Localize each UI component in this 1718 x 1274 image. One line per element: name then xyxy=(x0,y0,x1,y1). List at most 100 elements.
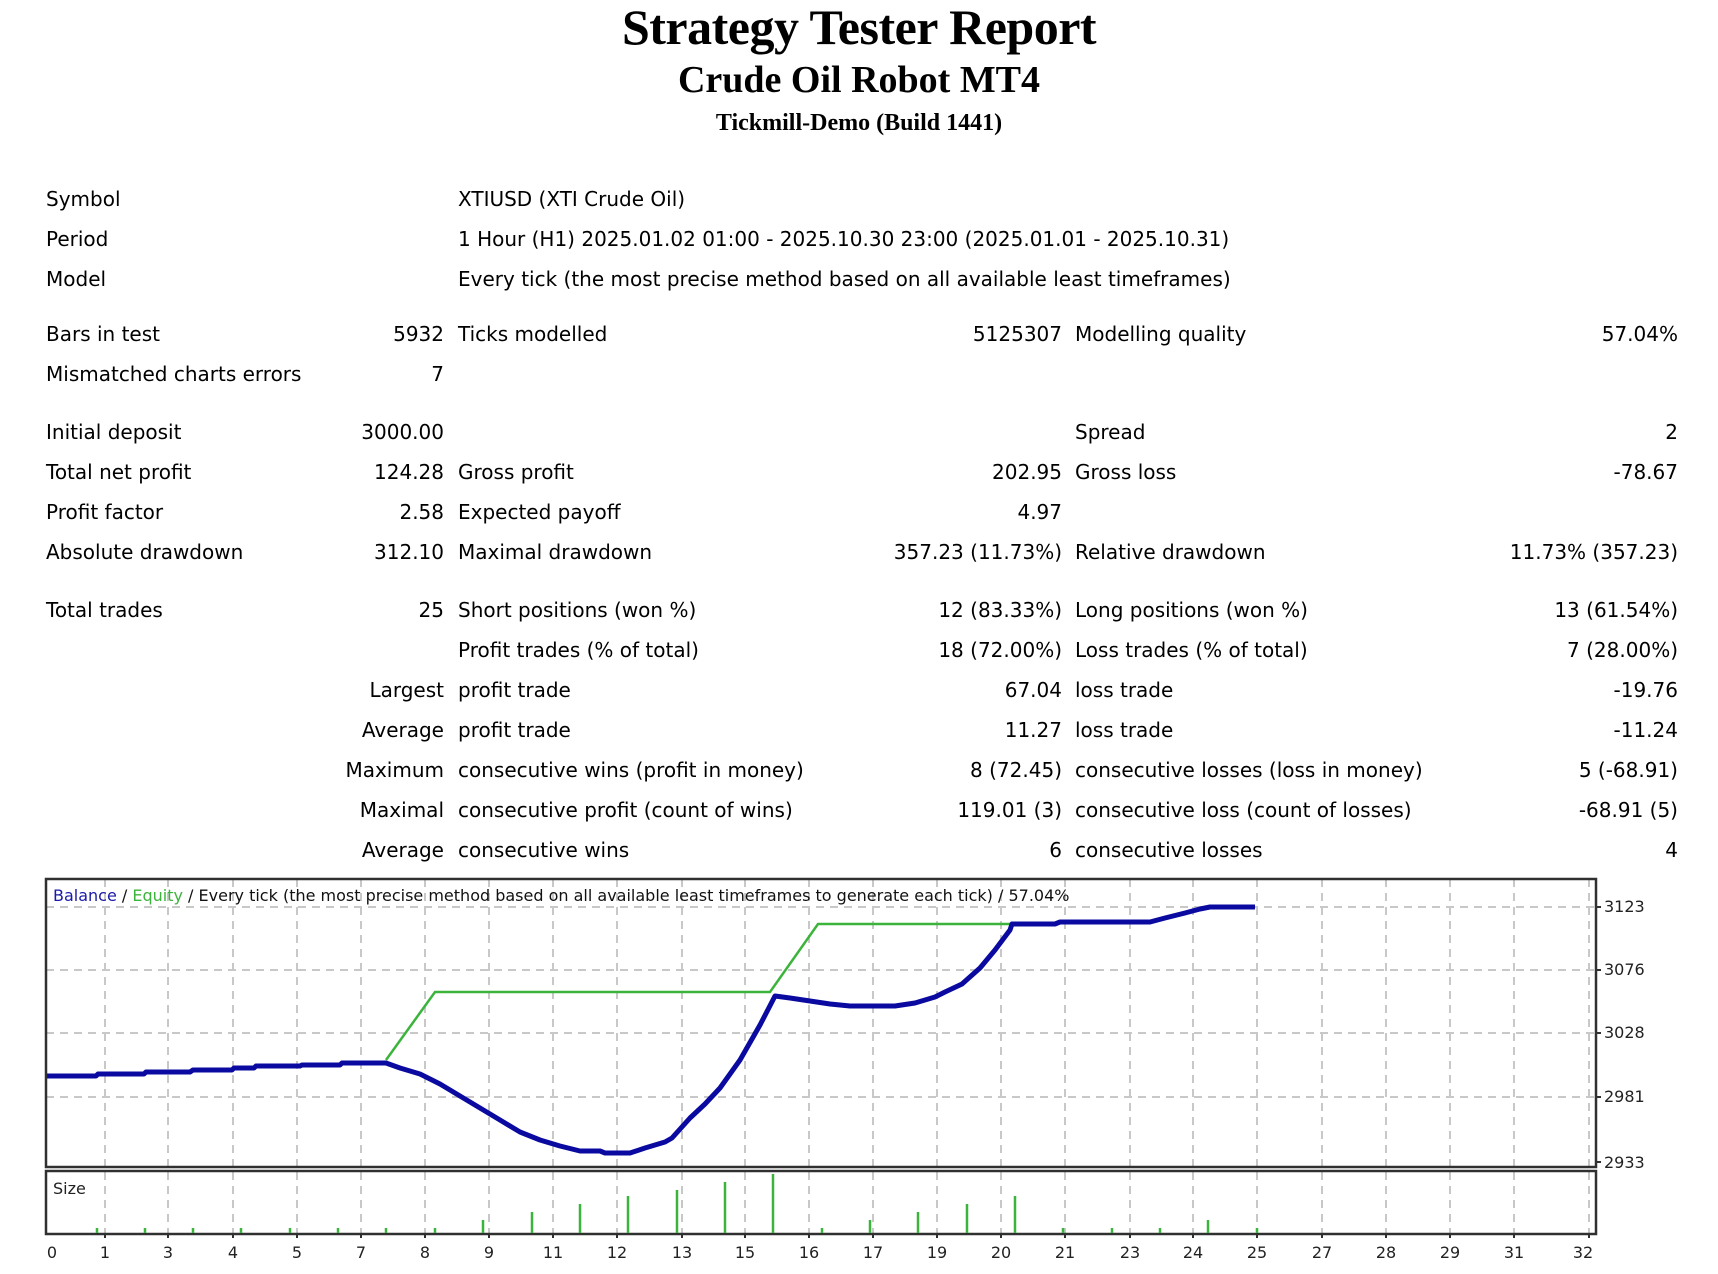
expected-payoff-value: 4.97 xyxy=(1017,500,1062,524)
net-profit-value: 124.28 xyxy=(374,460,444,484)
ticks-label: Ticks modelled xyxy=(458,322,608,346)
legend-description: / Every tick (the most precise method ba… xyxy=(182,886,1070,905)
y-tick-label: 2933 xyxy=(1604,1153,1645,1172)
row-mismatch: Mismatched charts errors 7 xyxy=(0,359,1718,389)
x-tick-label: 13 xyxy=(671,1243,693,1262)
row-maximal: Maximal consecutive profit (count of win… xyxy=(0,795,1718,825)
row-profit-factor: Profit factor 2.58 Expected payoff 4.97 xyxy=(0,497,1718,527)
x-tick-label: 28 xyxy=(1375,1243,1397,1262)
short-label: Short positions (won %) xyxy=(458,598,697,622)
y-tick-label: 3123 xyxy=(1604,897,1645,916)
row-profit-trades: Profit trades (% of total) 18 (72.00%) L… xyxy=(0,635,1718,665)
long-value: 13 (61.54%) xyxy=(1554,598,1678,622)
row-bars: Bars in test 5932 Ticks modelled 5125307… xyxy=(0,319,1718,349)
model-label: Model xyxy=(46,267,107,291)
symbol-label: Symbol xyxy=(46,187,121,211)
period-label: Period xyxy=(46,227,109,251)
x-tick-label: 25 xyxy=(1246,1243,1268,1262)
y-tick-label: 3076 xyxy=(1604,960,1645,979)
largest-loss-value: -19.76 xyxy=(1613,678,1678,702)
max-cons-losses-label: consecutive losses (loss in money) xyxy=(1075,758,1423,782)
spread-value: 2 xyxy=(1665,420,1678,444)
x-tick-label: 27 xyxy=(1311,1243,1333,1262)
avg-cons-losses-value: 4 xyxy=(1665,838,1678,862)
largest-profit-value: 67.04 xyxy=(1004,678,1062,702)
max-cons-wins-label: consecutive wins (profit in money) xyxy=(458,758,804,782)
expert-name: Crude Oil Robot MT4 xyxy=(677,59,1041,101)
short-value: 12 (83.33%) xyxy=(938,598,1062,622)
x-tick-label: 8 xyxy=(419,1243,431,1262)
total-trades-label: Total trades xyxy=(46,598,163,622)
x-tick-label: 24 xyxy=(1182,1243,1204,1262)
y-tick-label: 3028 xyxy=(1604,1023,1645,1042)
net-profit-label: Total net profit xyxy=(46,460,192,484)
x-tick-label: 32 xyxy=(1572,1243,1594,1262)
avg-cons-wins-value: 6 xyxy=(1049,838,1062,862)
mismatch-label: Mismatched charts errors xyxy=(46,362,302,386)
x-tick-label: 17 xyxy=(862,1243,884,1262)
x-tick-label: 7 xyxy=(355,1243,367,1262)
max-cons-losses-value: 5 (-68.91) xyxy=(1578,758,1678,782)
deposit-value: 3000.00 xyxy=(361,420,444,444)
x-tick-label: 29 xyxy=(1439,1243,1461,1262)
x-tick-label: 23 xyxy=(1119,1243,1141,1262)
row-maximum: Maximum consecutive wins (profit in mone… xyxy=(0,755,1718,785)
row-symbol: Symbol XTIUSD (XTI Crude Oil) xyxy=(0,184,1718,214)
gross-loss-label: Gross loss xyxy=(1075,460,1177,484)
average2-label: Average xyxy=(361,838,444,862)
largest-profit-label: profit trade xyxy=(458,678,571,702)
symbol-value: XTIUSD (XTI Crude Oil) xyxy=(458,187,686,211)
maximal-cons-profit-value: 119.01 (3) xyxy=(957,798,1062,822)
gross-loss-value: -78.67 xyxy=(1613,460,1678,484)
profit-factor-value: 2.58 xyxy=(399,500,444,524)
maximal-cons-profit-label: consecutive profit (count of wins) xyxy=(458,798,793,822)
quality-label: Modelling quality xyxy=(1075,322,1247,346)
abs-drawdown-label: Absolute drawdown xyxy=(46,540,244,564)
quality-value: 57.04% xyxy=(1601,322,1678,346)
x-tick-label: 3 xyxy=(162,1243,174,1262)
row-net-profit: Total net profit 124.28 Gross profit 202… xyxy=(0,457,1718,487)
abs-drawdown-value: 312.10 xyxy=(374,540,444,564)
largest-loss-label: loss trade xyxy=(1075,678,1174,702)
x-tick-label: 1 xyxy=(99,1243,111,1262)
row-average-consecutive: Average consecutive wins 6 consecutive l… xyxy=(0,835,1718,865)
size-panel-label: Size xyxy=(53,1179,86,1198)
period-value: 1 Hour (H1) 2025.01.02 01:00 - 2025.10.3… xyxy=(458,227,1230,251)
gross-profit-label: Gross profit xyxy=(458,460,574,484)
x-tick-label: 9 xyxy=(483,1243,495,1262)
avg-cons-wins-label: consecutive wins xyxy=(458,838,630,862)
avg-cons-losses-label: consecutive losses xyxy=(1075,838,1263,862)
row-period: Period 1 Hour (H1) 2025.01.02 01:00 - 20… xyxy=(0,224,1718,254)
profit-trades-label: Profit trades (% of total) xyxy=(458,638,699,662)
avg-loss-value: -11.24 xyxy=(1613,718,1678,742)
x-tick-label: 16 xyxy=(798,1243,820,1262)
avg-profit-label: profit trade xyxy=(458,718,571,742)
x-tick-label: 4 xyxy=(227,1243,239,1262)
legend-separator: / xyxy=(116,886,133,905)
profit-trades-value: 18 (72.00%) xyxy=(938,638,1062,662)
long-label: Long positions (won %) xyxy=(1075,598,1308,622)
gross-profit-value: 202.95 xyxy=(992,460,1062,484)
x-tick-label: 15 xyxy=(734,1243,756,1262)
y-tick-label: 2981 xyxy=(1604,1087,1645,1106)
maximal-label: Maximal xyxy=(359,798,444,822)
largest-label: Largest xyxy=(369,678,444,702)
x-tick-label: 12 xyxy=(606,1243,628,1262)
server-name: Tickmill-Demo (Build 1441) xyxy=(715,110,1003,136)
model-value: Every tick (the most precise method base… xyxy=(458,267,1231,291)
rel-drawdown-value: 11.73% (357.23) xyxy=(1509,540,1678,564)
spread-label: Spread xyxy=(1075,420,1146,444)
maximum-label: Maximum xyxy=(345,758,444,782)
x-tick-label: 11 xyxy=(542,1243,564,1262)
expected-payoff-label: Expected payoff xyxy=(458,500,621,524)
mismatch-value: 7 xyxy=(431,362,444,386)
size-bars xyxy=(95,1174,1259,1233)
max-drawdown-label: Maximal drawdown xyxy=(458,540,653,564)
loss-trades-value: 7 (28.00%) xyxy=(1567,638,1678,662)
x-axis-ticks xyxy=(104,1234,1590,1238)
x-tick-label: 5 xyxy=(291,1243,303,1262)
size-panel-border xyxy=(44,1169,1598,1236)
bars-label: Bars in test xyxy=(46,322,160,346)
row-drawdown: Absolute drawdown 312.10 Maximal drawdow… xyxy=(0,537,1718,567)
